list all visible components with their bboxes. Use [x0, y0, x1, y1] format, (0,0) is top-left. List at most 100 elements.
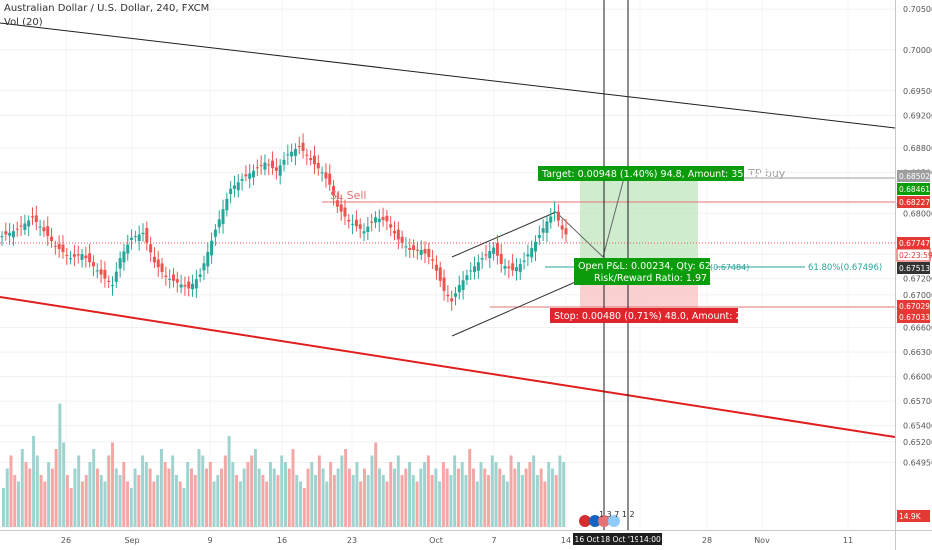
projection-target-line[interactable] [602, 177, 625, 258]
volume-bar [475, 481, 479, 527]
candle-body [358, 224, 362, 229]
upper-trendline[interactable] [0, 22, 896, 129]
volume-bar [253, 449, 257, 527]
volume-bar [118, 475, 122, 527]
price-marker-box [897, 300, 930, 312]
channel-lower[interactable] [451, 279, 581, 337]
candle-body [312, 155, 316, 165]
candle-body [130, 237, 134, 240]
volume-bar [411, 475, 415, 527]
volume-bar [47, 462, 51, 527]
flag-icon[interactable] [598, 515, 610, 527]
economic-event-icons[interactable] [579, 515, 620, 527]
candle-body [19, 225, 23, 227]
candle-body [141, 232, 145, 235]
plot-area[interactable] [0, 0, 895, 530]
volume-bar [9, 455, 13, 527]
volume-bar [445, 468, 449, 527]
volume-bar [2, 488, 5, 527]
risk-reward-label: Risk/Reward Ratio: 1.97 [594, 273, 707, 284]
flag-icon[interactable] [608, 515, 620, 527]
candle-body [53, 245, 57, 247]
volume-bar [186, 462, 190, 527]
candle-body [122, 251, 126, 263]
candle-body [8, 232, 12, 236]
candle-body [370, 221, 374, 223]
candle-body [549, 216, 553, 223]
candle-body [293, 149, 297, 156]
flag-icon[interactable] [579, 515, 591, 527]
volume-bar [99, 475, 103, 527]
volume-bar [385, 481, 389, 527]
candle-body [305, 154, 309, 156]
candle-body [564, 228, 568, 235]
volume-bar [502, 475, 506, 527]
volume-bar [231, 462, 235, 527]
candle-body [103, 269, 107, 279]
time-tick: Oct [429, 536, 443, 545]
chart-header: Australian Dollar / U.S. Dollar, 240, FX… [4, 2, 209, 30]
volume-bar [212, 481, 216, 527]
candle-body [225, 198, 229, 211]
volume-bar [374, 442, 378, 527]
volume-bar [137, 475, 141, 527]
volume-bar [276, 475, 280, 527]
volume-bar [460, 462, 464, 527]
volume-bar [378, 468, 381, 527]
candle-body [324, 172, 328, 179]
candle-body [488, 251, 492, 259]
open-pnl-label: Open P&L: 0.00234, Qty: 624999 [578, 261, 735, 272]
volume-bar [178, 481, 182, 527]
candle-body [503, 266, 507, 269]
volume-bars [2, 403, 566, 527]
volume-bar [366, 475, 370, 527]
projection-line[interactable] [555, 211, 604, 258]
candle-body [27, 220, 31, 227]
candle-body [164, 275, 168, 277]
candle-body [229, 188, 233, 195]
fib-level-label: 61.80%(0.67496) [808, 263, 882, 273]
target-zone[interactable] [580, 180, 698, 267]
candle-body [522, 260, 526, 262]
candle-body [400, 236, 404, 243]
volume-indicator-label[interactable]: Vol (20) [4, 17, 43, 28]
flag-icon[interactable] [589, 515, 601, 527]
candle-body [168, 278, 172, 280]
candle-body [65, 254, 69, 256]
volume-bar [351, 475, 355, 527]
channel-upper[interactable] [451, 211, 557, 258]
price-marker: 0.67033 [899, 313, 930, 322]
candle-body [446, 294, 450, 297]
lower-trendline-red[interactable] [0, 296, 896, 438]
target-label-box [538, 166, 744, 181]
time-highlight: 16 Oct [575, 535, 600, 544]
volume-bar [114, 468, 118, 527]
time-highlight-box [601, 533, 639, 545]
volume-bar [80, 481, 84, 527]
candle-body [434, 264, 438, 271]
candle-body [0, 236, 4, 238]
volume-bar [77, 455, 81, 527]
volume-bar [299, 481, 302, 527]
candle-body [46, 226, 50, 237]
stop-label: Stop: 0.00480 (0.71%) 48.0, Amount: 2700… [554, 311, 766, 322]
volume-bar [54, 449, 58, 527]
volume-bar [159, 449, 163, 527]
volume-bar [505, 481, 509, 527]
candle-body [217, 219, 221, 228]
candle-body [282, 159, 286, 165]
candle-body [99, 269, 103, 275]
volume-bar [430, 475, 434, 527]
time-highlight-box [573, 533, 601, 545]
volume-bar [554, 475, 558, 527]
candle-body [179, 284, 183, 288]
volume-bar [453, 455, 457, 527]
price-marker: 02:23:59 [899, 251, 932, 260]
volume-bar [163, 462, 167, 527]
volume-bar [242, 468, 246, 527]
symbol-title[interactable]: Australian Dollar / U.S. Dollar, 240, FX… [4, 3, 210, 14]
